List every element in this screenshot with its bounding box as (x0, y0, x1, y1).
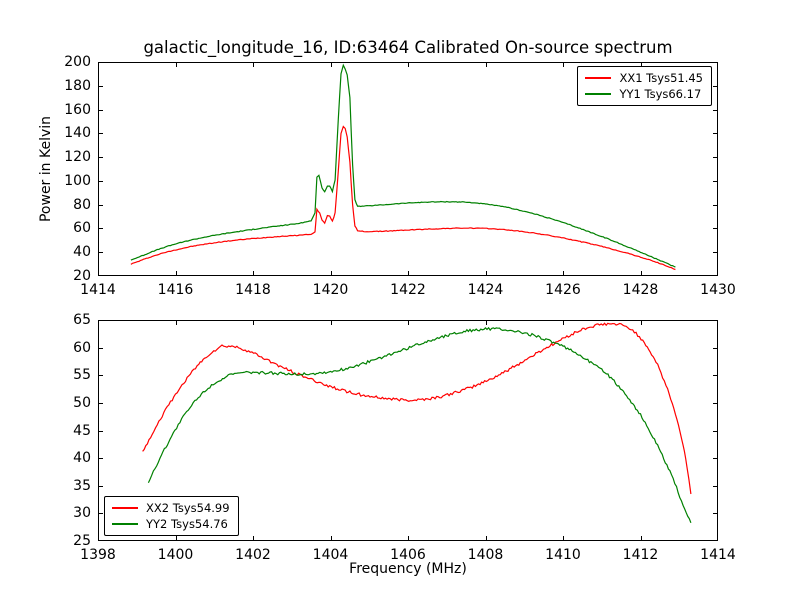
y-tick-label: 100 (64, 172, 91, 189)
x-axis-label: Frequency (MHz) (349, 561, 467, 577)
legend-label-xx2: XX2 Tsys54.99 (146, 501, 230, 515)
legend-item-xx2: XX2 Tsys54.99 (112, 501, 230, 515)
y-tick-label: 140 (64, 125, 91, 142)
y-tick-label: 30 (73, 505, 91, 522)
x-tick-label: 1418 (235, 282, 271, 298)
y-tick-label: 180 (64, 77, 91, 94)
y-tick-label: 60 (73, 220, 91, 237)
legend-line-sample-yy1 (585, 93, 612, 95)
x-tick-label: 1428 (622, 282, 659, 298)
y-tick-label: 40 (73, 244, 91, 261)
legend-line-sample-xx1 (585, 77, 612, 79)
x-tick-label: 1424 (467, 282, 504, 298)
x-tick-label: 1414 (700, 547, 736, 563)
x-tick-label: 1400 (157, 547, 194, 563)
legend-line-sample-xx2 (112, 507, 138, 509)
y-tick-label: 60 (73, 339, 91, 356)
series-yy2-curve (147, 326, 692, 524)
series-yy1-curve (130, 63, 676, 268)
y-tick-label: 120 (64, 149, 91, 166)
y-tick-label: 35 (73, 477, 91, 494)
y-tick-label: 80 (73, 196, 91, 213)
x-tick-label: 1406 (390, 547, 426, 563)
x-tick-label: 1416 (157, 282, 194, 298)
x-tick-label: 1410 (545, 547, 581, 563)
legend-item-xx1: XX1 Tsys51.45 (585, 71, 703, 85)
y-tick-label: 20 (73, 268, 91, 284)
legend-bottom: XX2 Tsys54.99 YY2 Tsys54.76 (104, 496, 239, 536)
x-tick-label: 1430 (700, 282, 736, 298)
y-tick-label: 50 (73, 394, 91, 411)
series-xx2-curve (142, 322, 692, 495)
x-tick-label: 1414 (80, 282, 116, 298)
legend-item-yy1: YY1 Tsys66.17 (585, 87, 703, 101)
y-tick-label: 160 (64, 101, 91, 118)
legend-label-xx1: XX1 Tsys51.45 (619, 71, 703, 85)
x-tick-label: 1412 (622, 547, 659, 563)
x-tick-label: 1422 (390, 282, 426, 298)
x-tick-label: 1402 (235, 547, 271, 563)
x-tick-label: 1420 (312, 282, 349, 298)
y-tick-label: 200 (64, 54, 91, 70)
x-tick-label: 1404 (312, 547, 349, 563)
y-tick-label: 65 (73, 312, 91, 328)
plot-title: galactic_longitude_16, ID:63464 Calibrat… (143, 38, 673, 57)
legend-item-yy2: YY2 Tsys54.76 (112, 517, 230, 531)
x-tick-label: 1408 (467, 547, 504, 563)
x-tick-label: 1426 (545, 282, 581, 298)
y-axis-label: Power in Kelvin (38, 115, 54, 223)
legend-line-sample-yy2 (112, 523, 138, 525)
legend-label-yy1: YY1 Tsys66.17 (619, 87, 702, 101)
legend-top: XX1 Tsys51.45 YY1 Tsys66.17 (577, 66, 712, 106)
y-tick-label: 25 (73, 533, 91, 549)
x-tick-label: 1398 (80, 547, 116, 563)
y-tick-label: 45 (73, 422, 91, 439)
y-tick-label: 40 (73, 450, 91, 467)
y-tick-label: 55 (73, 367, 91, 384)
series-xx1-curve (130, 125, 676, 271)
legend-label-yy2: YY2 Tsys54.76 (146, 517, 228, 531)
